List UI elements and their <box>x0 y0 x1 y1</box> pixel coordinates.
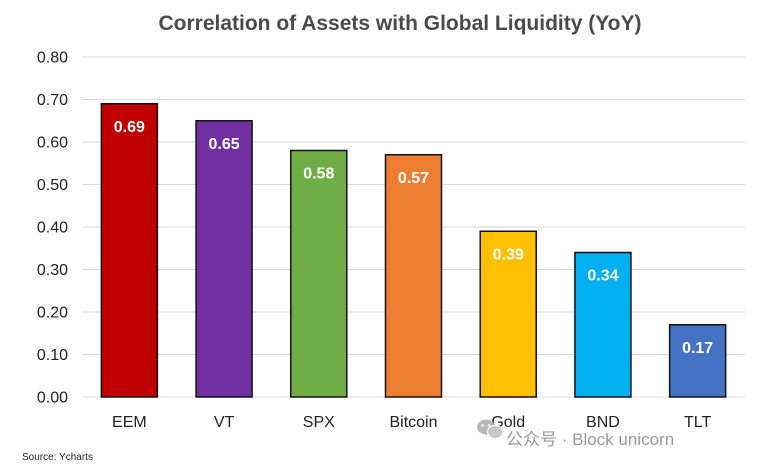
watermark: 公众号 · Block unicorn <box>477 419 674 449</box>
bar-vt <box>195 120 253 398</box>
y-tick-label: 0.50 <box>37 177 68 194</box>
y-tick-label: 0.40 <box>37 220 68 237</box>
y-tick-label: 0.80 <box>37 50 68 67</box>
watermark-text: 公众号 · Block unicorn <box>506 430 674 449</box>
y-tick-label: 0.70 <box>37 92 68 109</box>
bar-bnd <box>574 251 632 398</box>
chart-title: Correlation of Assets with Global Liquid… <box>158 12 641 35</box>
x-axis-categories: EEM VT SPX Bitcoin Gold BND TLT <box>112 414 711 431</box>
x-category-label: TLT <box>684 414 711 431</box>
data-label: 0.17 <box>682 340 713 357</box>
x-category-label: EEM <box>112 414 147 431</box>
x-category-label: VT <box>214 414 235 431</box>
y-tick-label: 0.60 <box>37 135 68 152</box>
data-label: 0.57 <box>398 170 429 187</box>
data-label: 0.39 <box>493 246 524 263</box>
data-label: 0.34 <box>587 268 618 285</box>
y-tick-label: 0.00 <box>37 390 68 407</box>
y-tick-label: 0.30 <box>37 262 68 279</box>
data-label: 0.69 <box>114 119 145 136</box>
y-axis-ticks: 0.00 0.10 0.20 0.30 0.40 0.50 0.60 0.70 0.80 <box>37 50 68 407</box>
x-category-label: SPX <box>303 414 335 431</box>
x-category-label: BND <box>586 414 620 431</box>
bars <box>100 103 727 398</box>
source-note: Source: Ycharts <box>22 452 93 463</box>
y-tick-label: 0.10 <box>37 347 68 364</box>
y-tick-label: 0.20 <box>37 305 68 322</box>
data-label: 0.65 <box>209 136 240 153</box>
data-labels: 0.69 0.65 0.58 0.57 0.39 0.34 0.17 <box>114 119 714 357</box>
bar-tlt <box>668 324 727 398</box>
bar-eem <box>100 103 159 398</box>
bar-bitcoin <box>384 154 443 398</box>
bar-gold <box>479 230 537 398</box>
wechat-icon <box>477 419 503 439</box>
bar-spx <box>290 149 348 398</box>
data-label: 0.58 <box>303 166 334 183</box>
x-category-label: Bitcoin <box>389 414 437 431</box>
